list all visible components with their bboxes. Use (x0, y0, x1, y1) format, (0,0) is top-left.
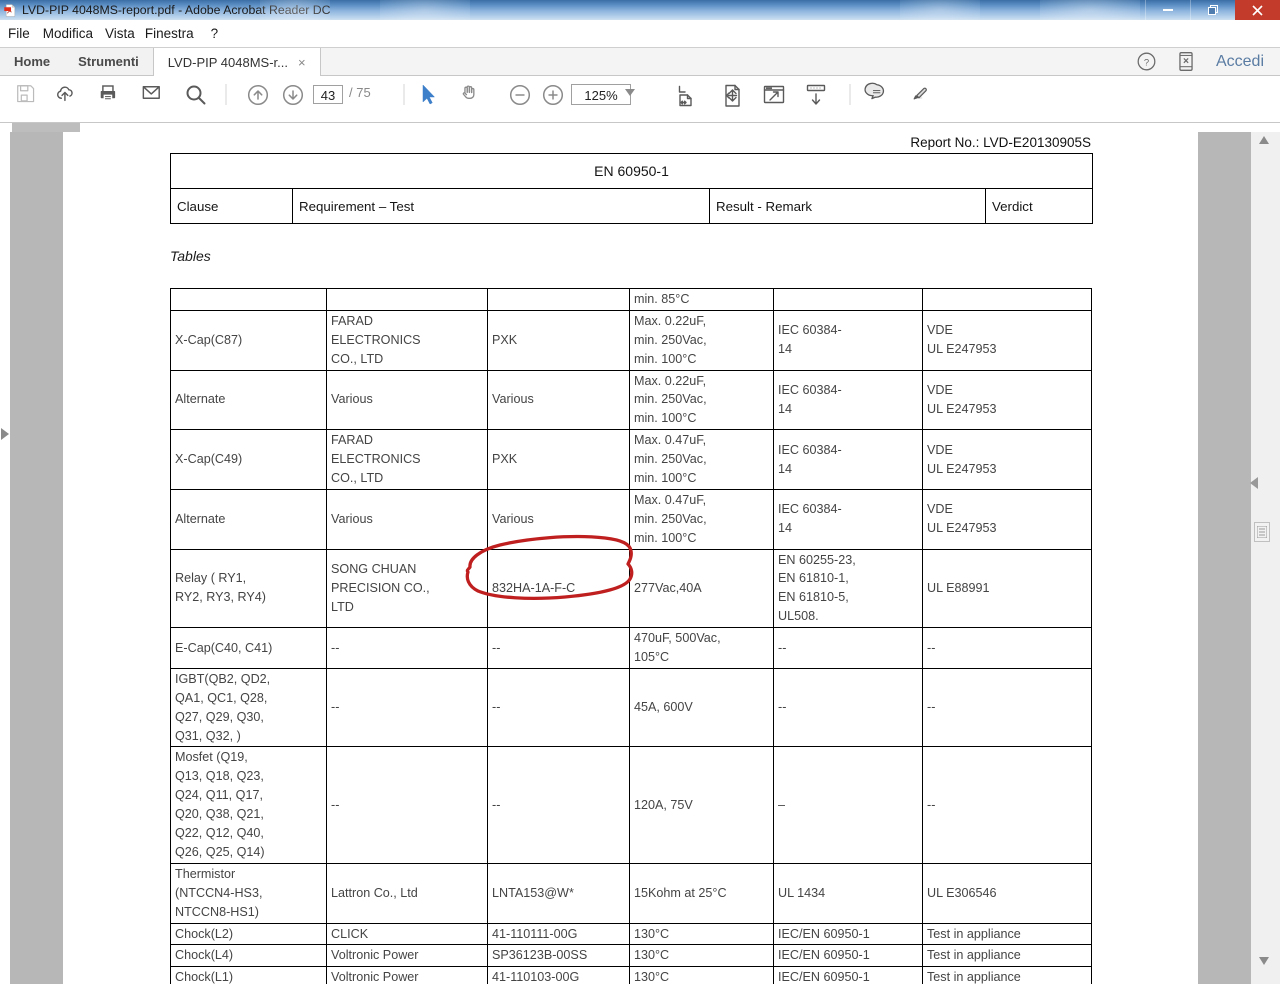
svg-text:?: ? (1144, 57, 1149, 68)
